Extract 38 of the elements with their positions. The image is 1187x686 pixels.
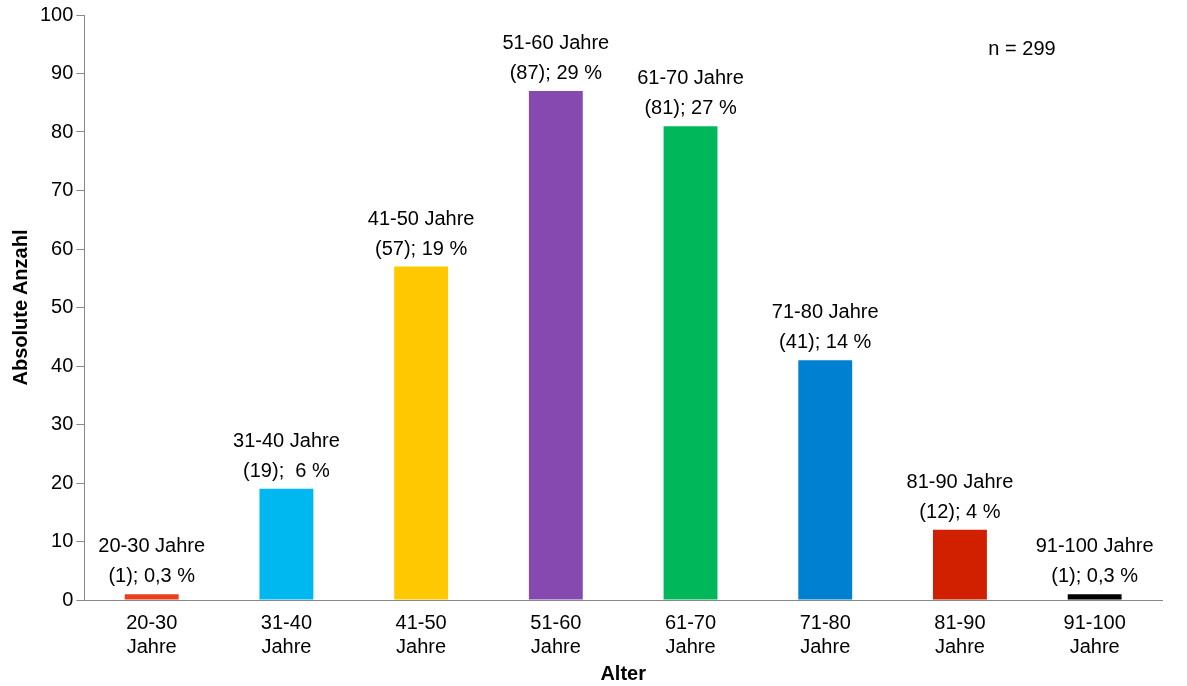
y-tick-label: 90 bbox=[51, 61, 74, 84]
bar bbox=[663, 126, 718, 600]
x-tick-label: 91-100 Jahre bbox=[1063, 610, 1126, 657]
y-tick-label: 40 bbox=[51, 353, 74, 376]
x-axis-title: Alter bbox=[600, 661, 647, 684]
x-tick-label: 51-60 Jahre bbox=[530, 610, 582, 657]
bar bbox=[1067, 594, 1122, 600]
y-axis-title: Absolute Anzahl bbox=[8, 229, 31, 386]
annotation: n = 299 bbox=[988, 37, 1056, 59]
data-label: 91-100 Jahre (1); 0,3 % bbox=[1035, 534, 1154, 587]
x-tick-label: 81-90 Jahre bbox=[934, 610, 986, 657]
x-tick-label: 61-70 Jahre bbox=[664, 610, 717, 657]
x-tick-label: 71-80 Jahre bbox=[799, 610, 851, 657]
y-tick-label: 100 bbox=[39, 2, 74, 25]
bar bbox=[798, 360, 853, 600]
y-tick-label: 50 bbox=[51, 295, 74, 318]
data-label: 20-30 Jahre (1); 0,3 % bbox=[98, 534, 206, 587]
x-tick-label: 31-40 Jahre bbox=[260, 610, 312, 657]
x-tick-label: 20-30 Jahre bbox=[126, 610, 178, 657]
bar bbox=[394, 266, 449, 600]
data-label: 81-90 Jahre (12); 4 % bbox=[906, 469, 1014, 522]
y-tick-label: 70 bbox=[51, 178, 74, 201]
y-tick-label: 20 bbox=[51, 470, 74, 493]
data-label: 51-60 Jahre (87); 29 % bbox=[502, 31, 610, 84]
y-tick-label: 0 bbox=[62, 587, 74, 610]
bar bbox=[528, 91, 583, 600]
y-tick-label: 10 bbox=[51, 529, 74, 552]
data-label: 41-50 Jahre (57); 19 % bbox=[367, 206, 475, 259]
y-tick-label: 30 bbox=[51, 412, 74, 435]
bar bbox=[124, 594, 179, 600]
y-tick-label: 80 bbox=[51, 119, 74, 142]
y-tick-label: 60 bbox=[51, 236, 74, 259]
x-tick-label: 41-50 Jahre bbox=[395, 610, 447, 657]
data-label: 71-80 Jahre (41); 14 % bbox=[771, 300, 879, 353]
bar bbox=[259, 488, 314, 600]
data-label: 31-40 Jahre (19); 6 % bbox=[233, 428, 340, 481]
data-label: 61-70 Jahre (81); 27 % bbox=[637, 66, 744, 119]
bar bbox=[933, 529, 987, 600]
